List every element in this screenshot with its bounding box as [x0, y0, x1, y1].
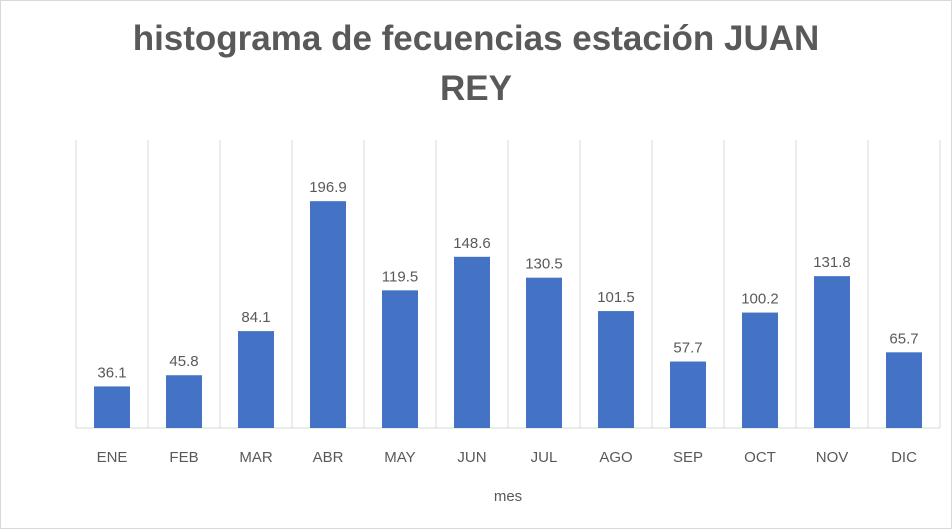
x-tick-label: JUL: [531, 449, 558, 466]
x-tick-label: MAR: [239, 449, 273, 466]
bar: [454, 256, 490, 428]
x-tick-label: OCT: [744, 449, 776, 466]
data-label: 57.7: [673, 339, 702, 356]
bar: [598, 311, 634, 428]
data-label: 101.5: [597, 289, 635, 306]
data-label: 148.6: [453, 235, 491, 252]
bar: [310, 201, 346, 428]
x-axis-label: mes: [494, 488, 522, 505]
x-tick-label: NOV: [816, 449, 849, 466]
x-tick-label: DIC: [891, 449, 917, 466]
bar: [670, 361, 706, 428]
data-label: 65.7: [889, 330, 918, 347]
bar: [742, 312, 778, 428]
bar: [382, 290, 418, 428]
bar: [238, 331, 274, 428]
data-label: 45.8: [169, 353, 198, 370]
bar: [166, 375, 202, 428]
bar: [886, 352, 922, 428]
data-label: 100.2: [741, 291, 779, 308]
data-label: 84.1: [241, 309, 270, 326]
chart-title: histograma de fecuencias estación JUAN R…: [132, 19, 820, 108]
bar: [814, 276, 850, 428]
bar: [526, 277, 562, 428]
x-tick-label: SEP: [673, 449, 703, 466]
data-label: 36.1: [97, 364, 126, 381]
data-label: 196.9: [309, 179, 347, 196]
x-tick-label: JUN: [457, 449, 486, 466]
x-tick-label: AGO: [599, 449, 632, 466]
bar: [94, 386, 130, 428]
x-tick-label: ENE: [97, 449, 128, 466]
data-label: 130.5: [525, 256, 563, 273]
x-tick-label: MAY: [384, 449, 415, 466]
x-tick-label: FEB: [169, 449, 198, 466]
data-label: 131.8: [813, 254, 851, 271]
data-label: 119.5: [382, 268, 418, 285]
x-tick-label: ABR: [313, 449, 344, 466]
